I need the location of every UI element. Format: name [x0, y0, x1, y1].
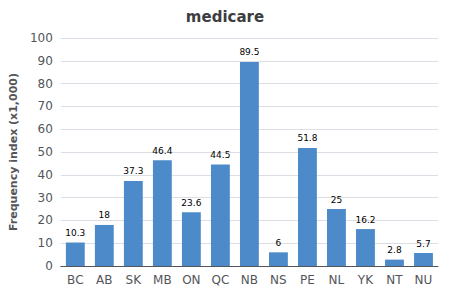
- svg-text:BC: BC: [67, 273, 83, 287]
- svg-text:16.2: 16.2: [355, 215, 375, 225]
- svg-text:NU: NU: [415, 273, 433, 287]
- svg-text:AB: AB: [96, 273, 112, 287]
- svg-text:NS: NS: [270, 273, 287, 287]
- svg-text:51.8: 51.8: [297, 133, 317, 143]
- svg-text:10.3: 10.3: [65, 228, 85, 238]
- svg-text:medicare: medicare: [186, 8, 264, 26]
- svg-text:6: 6: [276, 238, 282, 248]
- svg-text:0: 0: [45, 259, 53, 273]
- svg-text:40: 40: [38, 168, 53, 182]
- svg-text:46.4: 46.4: [152, 146, 172, 156]
- svg-text:30: 30: [38, 191, 53, 205]
- svg-text:10: 10: [38, 236, 53, 250]
- svg-text:44.5: 44.5: [210, 150, 230, 160]
- svg-text:70: 70: [38, 99, 53, 113]
- svg-text:90: 90: [38, 54, 53, 68]
- svg-text:20: 20: [38, 213, 53, 227]
- svg-text:MB: MB: [153, 273, 172, 287]
- svg-text:PE: PE: [300, 273, 315, 287]
- svg-text:89.5: 89.5: [239, 47, 259, 57]
- svg-text:5.7: 5.7: [416, 239, 430, 249]
- svg-text:QC: QC: [211, 273, 229, 287]
- svg-text:50: 50: [38, 145, 53, 159]
- svg-text:ON: ON: [182, 273, 200, 287]
- svg-text:NT: NT: [386, 273, 403, 287]
- svg-text:100: 100: [30, 31, 53, 45]
- svg-text:80: 80: [38, 77, 53, 91]
- svg-text:18: 18: [99, 210, 111, 220]
- svg-text:Frequency index (x1,000): Frequency index (x1,000): [7, 73, 20, 231]
- svg-text:25: 25: [331, 195, 342, 205]
- svg-text:60: 60: [38, 122, 53, 136]
- svg-text:37.3: 37.3: [123, 166, 143, 176]
- svg-text:SK: SK: [126, 273, 143, 287]
- svg-text:NB: NB: [241, 273, 258, 287]
- svg-text:YK: YK: [357, 273, 374, 287]
- svg-text:NL: NL: [329, 273, 345, 287]
- svg-text:2.8: 2.8: [387, 245, 402, 255]
- svg-text:23.6: 23.6: [181, 198, 201, 208]
